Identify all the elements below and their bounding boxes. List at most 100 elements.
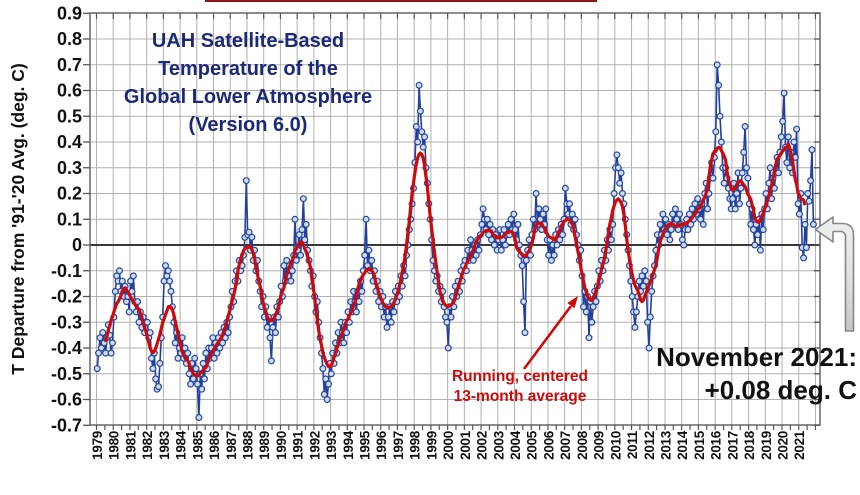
- running-average-label-line: 13-month average: [453, 388, 587, 405]
- x-tick-label: 2002: [475, 431, 490, 460]
- running-average-label-line: Running, centered: [451, 368, 589, 385]
- x-tick-label: 2008: [575, 430, 590, 460]
- monthly-data-point: [510, 210, 518, 218]
- x-tick-label: 2010: [608, 431, 623, 460]
- monthly-data-point: [635, 277, 643, 285]
- monthly-data-point: [129, 272, 137, 280]
- monthly-data-point: [149, 365, 157, 373]
- monthly-data-point: [694, 195, 702, 203]
- monthly-data-point: [166, 277, 174, 285]
- x-tick-label: 1996: [374, 430, 389, 460]
- monthly-data-point: [414, 138, 422, 146]
- monthly-data-point: [444, 344, 452, 352]
- monthly-data-point: [319, 365, 327, 373]
- x-tick-label: 2021: [792, 430, 807, 460]
- monthly-data-point: [301, 236, 309, 244]
- monthly-data-point: [754, 231, 762, 239]
- monthly-data-point: [800, 254, 808, 262]
- x-tick-label: 2020: [776, 431, 791, 460]
- monthly-data-point: [368, 256, 376, 264]
- monthly-data-point: [447, 313, 455, 321]
- monthly-data-point: [390, 308, 398, 316]
- monthly-data-point: [699, 220, 707, 228]
- monthly-data-point: [189, 375, 197, 383]
- monthly-data-point: [93, 365, 101, 373]
- monthly-data-point: [680, 241, 688, 249]
- monthly-data-point: [616, 179, 624, 187]
- monthly-data-point: [323, 396, 331, 404]
- monthly-data-point: [729, 195, 737, 203]
- monthly-data-point: [171, 339, 179, 347]
- monthly-data-point: [737, 184, 745, 192]
- x-tick-label: 2014: [675, 430, 690, 460]
- y-tick-label: 0.8: [57, 29, 82, 49]
- running-average-arrow: [522, 296, 578, 370]
- monthly-data-point: [416, 107, 424, 115]
- monthly-data-point: [497, 246, 505, 254]
- monthly-data-point: [522, 256, 530, 264]
- monthly-data-point: [794, 200, 802, 208]
- chart-title: UAH Satellite-Based Temperature of the G…: [122, 27, 374, 139]
- monthly-data-point: [194, 380, 202, 388]
- monthly-data-point: [691, 200, 699, 208]
- x-tick-label: 1984: [174, 430, 189, 460]
- monthly-data-point: [108, 339, 116, 347]
- monthly-data-point: [613, 151, 621, 159]
- x-tick-label: 1993: [324, 430, 339, 460]
- monthly-data-point: [501, 241, 509, 249]
- monthly-data-point: [535, 205, 543, 213]
- monthly-data-point: [322, 375, 330, 383]
- monthly-data-point: [358, 287, 366, 295]
- monthly-data-point: [521, 329, 529, 337]
- monthly-data-point: [365, 246, 373, 254]
- monthly-data-point: [361, 251, 369, 259]
- y-tick-label: -0.1: [51, 261, 82, 281]
- monthly-data-point: [731, 205, 739, 213]
- y-tick-label: -0.3: [51, 312, 82, 332]
- monthly-data-point: [565, 200, 573, 208]
- monthly-data-point: [659, 210, 667, 218]
- monthly-data-point: [808, 146, 816, 154]
- monthly-data-point: [488, 236, 496, 244]
- monthly-data-point: [809, 220, 817, 228]
- monthly-data-point: [793, 125, 801, 133]
- monthly-data-point: [418, 128, 426, 136]
- monthly-data-point: [387, 318, 395, 326]
- monthly-data-point: [504, 220, 512, 228]
- monthly-data-point: [500, 226, 508, 234]
- monthly-data-point: [703, 205, 711, 213]
- monthly-data-point: [486, 220, 494, 228]
- monthly-data-point: [656, 220, 664, 228]
- chart-title-line: (Version 6.0): [188, 114, 308, 136]
- monthly-data-point: [111, 287, 119, 295]
- monthly-data-point: [696, 215, 704, 223]
- x-tick-label: 2016: [709, 430, 724, 460]
- y-tick-label: -0.7: [51, 415, 82, 435]
- monthly-data-point: [266, 334, 274, 342]
- monthly-data-point: [529, 215, 537, 223]
- x-tick-label: 2000: [441, 431, 456, 460]
- monthly-data-point: [542, 205, 550, 213]
- monthly-data-point: [720, 179, 728, 187]
- x-tick-label: 2013: [658, 430, 673, 460]
- monthly-data-point: [125, 308, 133, 316]
- monthly-data-point: [669, 210, 677, 218]
- x-tick-label: 1994: [341, 430, 356, 460]
- monthly-data-point: [759, 226, 767, 234]
- monthly-data-point: [483, 215, 491, 223]
- monthly-data-point: [467, 236, 475, 244]
- monthly-data-point: [807, 177, 815, 185]
- monthly-data-point: [673, 215, 681, 223]
- monthly-data-point: [741, 122, 749, 130]
- monthly-data-point: [325, 380, 333, 388]
- monthly-data-point: [766, 164, 774, 172]
- x-tick-label: 2004: [508, 430, 523, 460]
- monthly-data-point: [539, 210, 547, 218]
- x-tick-label: 1987: [224, 431, 239, 460]
- x-tick-label: 1992: [307, 431, 322, 460]
- monthly-data-point: [559, 231, 567, 239]
- x-tick-label: 2018: [742, 430, 757, 460]
- x-tick-label: 1986: [207, 430, 222, 460]
- monthly-data-point: [805, 197, 813, 205]
- monthly-data-point: [202, 349, 210, 357]
